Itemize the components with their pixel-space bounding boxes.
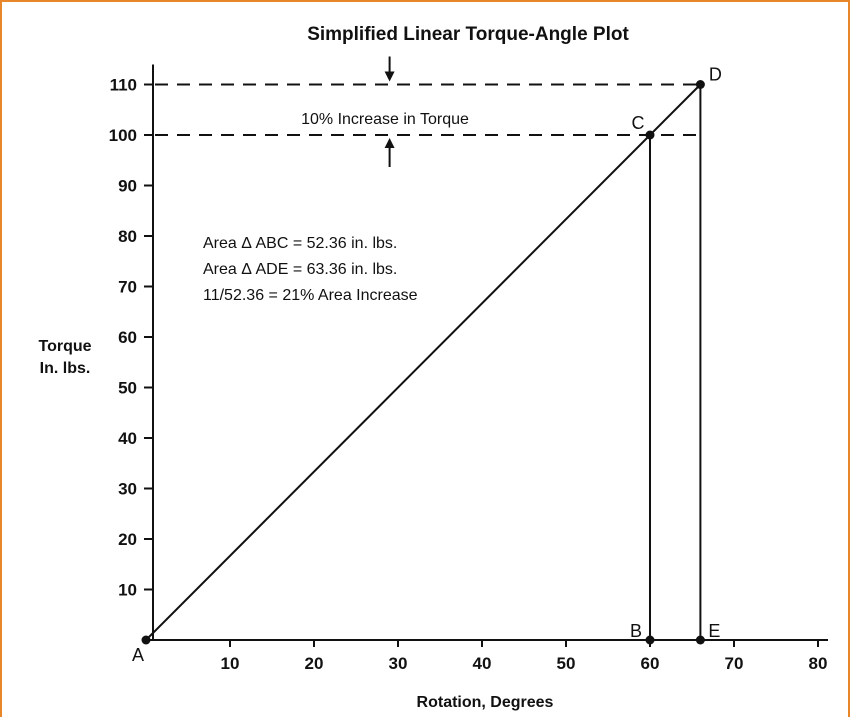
- x-tick-label-70: 70: [725, 654, 744, 673]
- y-tick-label-30: 30: [118, 480, 137, 499]
- x-tick-label-40: 40: [473, 654, 492, 673]
- area-annotation-line-2: Area Δ ADE = 63.36 in. lbs.: [203, 261, 397, 278]
- increase-arrow-bottom-head: [384, 138, 395, 148]
- point-e: [695, 635, 705, 645]
- chart-title: Simplified Linear Torque-Angle Plot: [307, 24, 629, 45]
- point-d: [695, 80, 705, 89]
- y-tick-label-40: 40: [118, 429, 137, 448]
- y-tick-label-10: 10: [118, 581, 137, 600]
- y-tick-label-60: 60: [118, 328, 137, 347]
- x-axis-label: Rotation, Degrees: [417, 694, 554, 711]
- area-annotation-line-3: 11/52.36 = 21% Area Increase: [203, 287, 418, 304]
- y-tick-label-100: 100: [109, 126, 137, 145]
- point-label-c: C: [632, 113, 645, 133]
- x-tick-label-10: 10: [221, 654, 240, 673]
- increase-arrow-top-head: [384, 71, 395, 82]
- y-axis-label-line-2: In. lbs.: [40, 360, 91, 377]
- point-label-b: B: [630, 621, 642, 641]
- point-label-d: D: [709, 65, 722, 85]
- area-annotation-line-1: Area Δ ABC = 52.36 in. lbs.: [203, 235, 397, 252]
- x-tick-label-80: 80: [809, 654, 828, 673]
- point-a: [141, 635, 151, 645]
- increase-annotation: 10% Increase in Torque: [301, 111, 469, 128]
- y-tick-label-50: 50: [118, 379, 137, 398]
- point-b: [645, 635, 655, 645]
- y-tick-label-20: 20: [118, 530, 137, 549]
- x-tick-label-50: 50: [557, 654, 576, 673]
- y-tick-label-70: 70: [118, 278, 137, 297]
- y-tick-label-110: 110: [110, 76, 137, 95]
- x-tick-label-20: 20: [305, 654, 324, 673]
- y-tick-label-80: 80: [118, 227, 137, 246]
- x-tick-label-30: 30: [389, 654, 408, 673]
- point-c: [645, 130, 655, 140]
- point-label-e: E: [708, 621, 720, 641]
- x-tick-label-60: 60: [641, 654, 660, 673]
- point-label-a: A: [132, 645, 144, 665]
- y-tick-label-90: 90: [118, 177, 137, 196]
- y-axis-label-line-1: Torque: [38, 338, 91, 355]
- segment-AD: [145, 83, 702, 641]
